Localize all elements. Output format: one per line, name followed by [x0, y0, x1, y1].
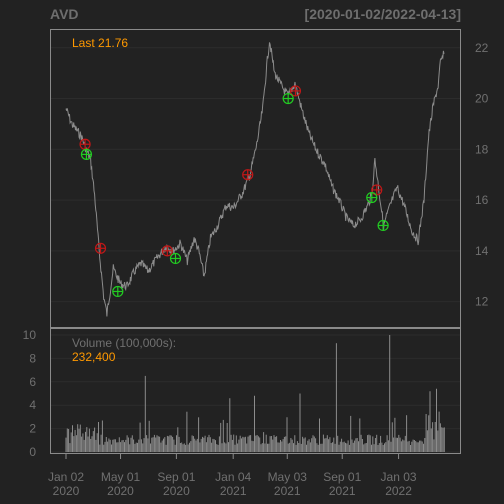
volume-panel: 0 2 4 6 8 10 Volume (100,000s): 232,400 [23, 328, 461, 459]
buy-marker [80, 148, 93, 160]
price-tick-label: 18 [475, 142, 489, 156]
price-panel-frame [50, 29, 461, 328]
x-tick-year: 2020 [163, 484, 190, 498]
x-tick-year: 2020 [107, 484, 134, 498]
sell-marker [289, 85, 302, 97]
last-price-label: Last 21.76 [72, 36, 128, 50]
x-tick-label: Sep 01 [323, 470, 361, 484]
volume-tick-label: 10 [23, 328, 37, 342]
volume-tick-label: 8 [29, 351, 36, 365]
sell-marker [161, 245, 173, 257]
buy-marker [112, 285, 124, 298]
x-tick-year: 2020 [53, 484, 80, 498]
x-tick-year: 2021 [329, 484, 356, 498]
price-panel: 12 14 16 18 20 22 Last 21.76 [50, 29, 489, 328]
volume-tick-label: 4 [29, 398, 36, 412]
volume-tick-label: 0 [29, 445, 36, 459]
x-tick-year: 2021 [274, 484, 301, 498]
volume-tick-label: 6 [29, 375, 36, 389]
sell-marker [79, 138, 91, 150]
volume-last-value: 232,400 [72, 350, 116, 364]
x-tick-year: 2021 [220, 484, 247, 498]
x-tick-label: Sep 01 [157, 470, 195, 484]
chart-title: AVD [50, 6, 79, 22]
buy-marker [366, 191, 378, 204]
volume-tick-label: 2 [29, 422, 36, 436]
volume-label: Volume (100,000s): [72, 336, 176, 350]
price-tick-label: 22 [475, 41, 489, 55]
sell-marker [242, 169, 254, 181]
buy-marker [282, 92, 294, 105]
x-tick-label: Jan 04 [215, 470, 251, 484]
price-tick-label: 20 [475, 92, 489, 106]
sell-marker [371, 184, 383, 196]
x-tick-label: May 03 [268, 470, 308, 484]
price-tick-label: 14 [475, 244, 489, 258]
volume-panel-frame [50, 328, 461, 454]
price-series-line [65, 42, 445, 317]
buy-marker [377, 219, 389, 232]
x-tick-label: Jan 03 [381, 470, 417, 484]
price-tick-label: 16 [475, 193, 489, 207]
sell-marker [94, 242, 107, 254]
price-tick-label: 12 [475, 295, 489, 309]
x-tick-year: 2022 [385, 484, 412, 498]
x-tick-label: Jan 02 [48, 470, 84, 484]
x-tick-label: May 01 [101, 470, 141, 484]
date-range-label: [2020-01-02/2022-04-13] [305, 6, 461, 22]
buy-marker [169, 252, 182, 265]
